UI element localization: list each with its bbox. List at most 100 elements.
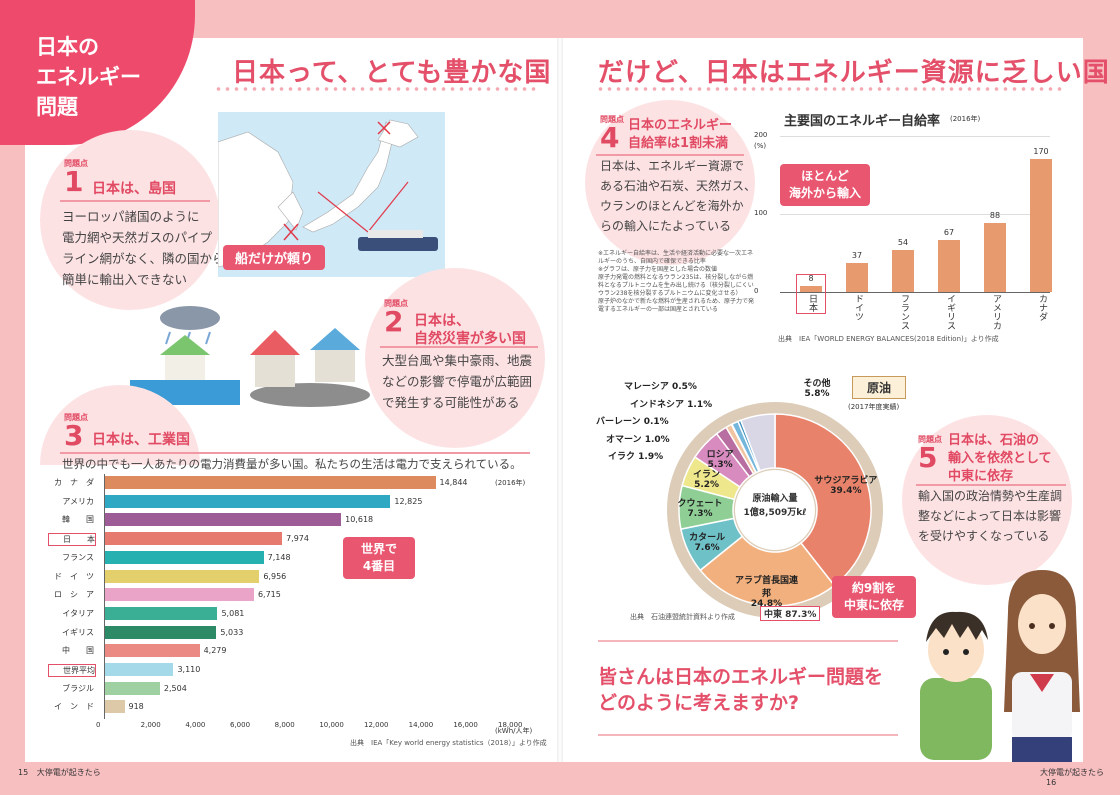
question-box: 皆さんは日本のエネルギー問題を どのように考えますか? <box>598 640 898 748</box>
point4-rule <box>596 154 744 156</box>
vbar-tick-label: 100 <box>754 209 768 217</box>
point5-rule <box>916 484 1066 486</box>
hbar-value-label: 918 <box>128 702 144 712</box>
crude-center-label: 原油輸入量 1億8,509万kℓ <box>743 494 807 518</box>
point2-blob <box>365 268 545 448</box>
vbar-japan-highlight <box>796 274 826 314</box>
hbar-callout: 世界で 4番目 <box>343 537 415 579</box>
footer-right-label: 大停電が起きたら <box>1040 768 1104 777</box>
hbar-tick-label: 2,000 <box>140 721 161 730</box>
point4-text: 日本は、エネルギー資源で ある石油や石炭、天然ガス、 ウランのほとんどを海外か … <box>600 159 757 233</box>
hbar-category-label: アメリカ <box>62 496 94 506</box>
crude-slice-name: マレーシア <box>624 382 672 392</box>
hbar-bar <box>104 494 391 508</box>
hbar-category-label: フランス <box>62 552 94 562</box>
crude-slice-label: イラン 5.2% <box>673 467 741 490</box>
hbar-value-label: 3,110 <box>177 665 201 674</box>
crude-callout: 約9割を 中東に依存 <box>832 576 916 618</box>
hbar-bar <box>104 532 283 546</box>
crude-slice-label: ロシア 5.3% <box>686 447 754 470</box>
crude-slice <box>739 413 776 472</box>
hbar-bar <box>104 606 218 620</box>
point5-blob <box>902 415 1072 585</box>
crude-slice-name: その他 <box>803 379 831 389</box>
hbar-bar <box>104 476 436 489</box>
hbar-value-label: 7,974 <box>286 534 309 544</box>
hbar-category-label: 中 国 <box>62 646 94 656</box>
hbar-tick-label: 18,000 <box>498 721 523 730</box>
vbar-tick-label: 0 <box>754 287 759 295</box>
hbar-value-label: 6,956 <box>263 571 287 581</box>
hbar-category-label: カ ナ ダ <box>54 478 94 487</box>
point3-badge: 問題点 3 <box>64 413 88 452</box>
crude-slice-label: カタール 7.6% <box>673 530 741 553</box>
point4-badge: 問題点 4 <box>600 115 624 154</box>
crude-slice-name: サウジアラビア <box>814 476 878 487</box>
hbar-bar <box>104 513 342 527</box>
crude-slice-name: カタール <box>689 532 726 543</box>
selfsuff-source: 出典 IEA「WORLD ENERGY BALANCES(2018 Editio… <box>778 335 999 343</box>
hbar-category-label: イタリア <box>62 608 94 618</box>
footer-right: 大停電が起きたら 16 <box>1040 767 1120 787</box>
crude-slice-value: 7.3% <box>687 508 713 519</box>
crude-slice-value: 5.3% <box>707 459 733 470</box>
point1-rule <box>60 200 210 202</box>
hbar-bar <box>104 681 160 695</box>
crude-slice-label: インドネシア 1.1% <box>630 397 712 410</box>
hbar-value-label: 7,148 <box>267 552 291 562</box>
vbar-category-label: イギリス <box>945 294 955 330</box>
crude-slice-value: 24.8% <box>750 598 783 609</box>
page-number-right: 16 <box>1046 778 1057 787</box>
hbar-value-label: 2,504 <box>163 683 187 693</box>
crude-slice-name: インドネシア <box>630 400 688 410</box>
crude-slice-name: オマーン <box>606 435 645 445</box>
crude-slice-value: 7.6% <box>694 542 720 553</box>
crude-slice-name: イラン <box>693 470 721 481</box>
hbar-category-label: ロ シ ア <box>54 590 94 600</box>
selfsuff-ylabel: (%) <box>754 142 767 150</box>
hbar-bar <box>104 550 264 564</box>
crude-center <box>735 470 815 550</box>
hbar-bar <box>104 700 125 714</box>
question-rule-bottom <box>598 734 898 736</box>
crude-slice-label: マレーシア 0.5% <box>624 379 697 392</box>
vbar-value-label: 67 <box>943 227 955 237</box>
crude-slice-value: 1.1% <box>687 400 713 410</box>
hbar-value-label: 6,715 <box>257 590 281 600</box>
hbar-value-label: 5,033 <box>220 627 244 637</box>
hbar-category-label: イ ン ド <box>54 702 94 712</box>
hbar-category-label: 韓 国 <box>62 515 94 525</box>
vbar-bar <box>846 263 868 292</box>
hbar-tick-label: 8,000 <box>274 721 295 730</box>
footer-left: 15 大停電が起きたら <box>18 767 101 778</box>
crude-slice-value: 39.4% <box>830 486 862 497</box>
selfsuff-title: 主要国のエネルギー自給率 <box>784 114 941 129</box>
page-gutter <box>557 38 563 762</box>
point3-text: 世界の中でも一人あたりの電力消費量が多い国。私たちの生活は電力で支えられている。 <box>62 457 522 471</box>
hbar-tick-label: 0 <box>96 721 101 730</box>
girl-character <box>1000 562 1084 762</box>
hbar-category-label: ブラジル <box>62 683 94 693</box>
power-consumption-chart: (2016年) カ ナ ダ 14,844 アメリカ 12,825 韓 国 10,618 日 … <box>10 470 550 750</box>
hbar-unit: (kWh/人年) <box>495 727 533 735</box>
hbar-tick-label: 14,000 <box>408 721 434 730</box>
vbar-value-label: 88 <box>989 211 1001 221</box>
point5-title: 日本は、石油の 輸入を依然として 中東に依存 <box>948 433 1052 484</box>
vbar-bar <box>892 249 914 292</box>
point1-badge: 問題点 1 <box>64 159 88 198</box>
hbar-source: 出典 IEA「Key world energy statistics（2018）… <box>350 739 547 747</box>
point5-badge: 問題点 5 <box>918 435 942 474</box>
point4-note: ※エネルギー自給率は、生活や経済活動に必要な一次エネルギーのうち、自国内で確保で… <box>598 250 755 313</box>
corner-title: 日本の エネルギー 問題 <box>36 35 141 119</box>
crude-slice-label: その他 5.8% <box>783 376 851 399</box>
crude-slice <box>774 413 872 587</box>
point3-title: 日本は、工業国 <box>92 432 190 448</box>
vbar-value-label: 8 <box>808 273 814 283</box>
crude-title-note: (2017年度実績) <box>848 403 900 411</box>
point1-blob <box>40 130 220 310</box>
disaster-illustration <box>130 300 370 410</box>
hbar-value-label: 4,279 <box>203 646 227 656</box>
point2-badge: 問題点 2 <box>384 299 408 338</box>
hbar-tick-label: 4,000 <box>185 721 206 730</box>
point2-title: 日本は、 自然災害が多い国 <box>414 313 526 347</box>
